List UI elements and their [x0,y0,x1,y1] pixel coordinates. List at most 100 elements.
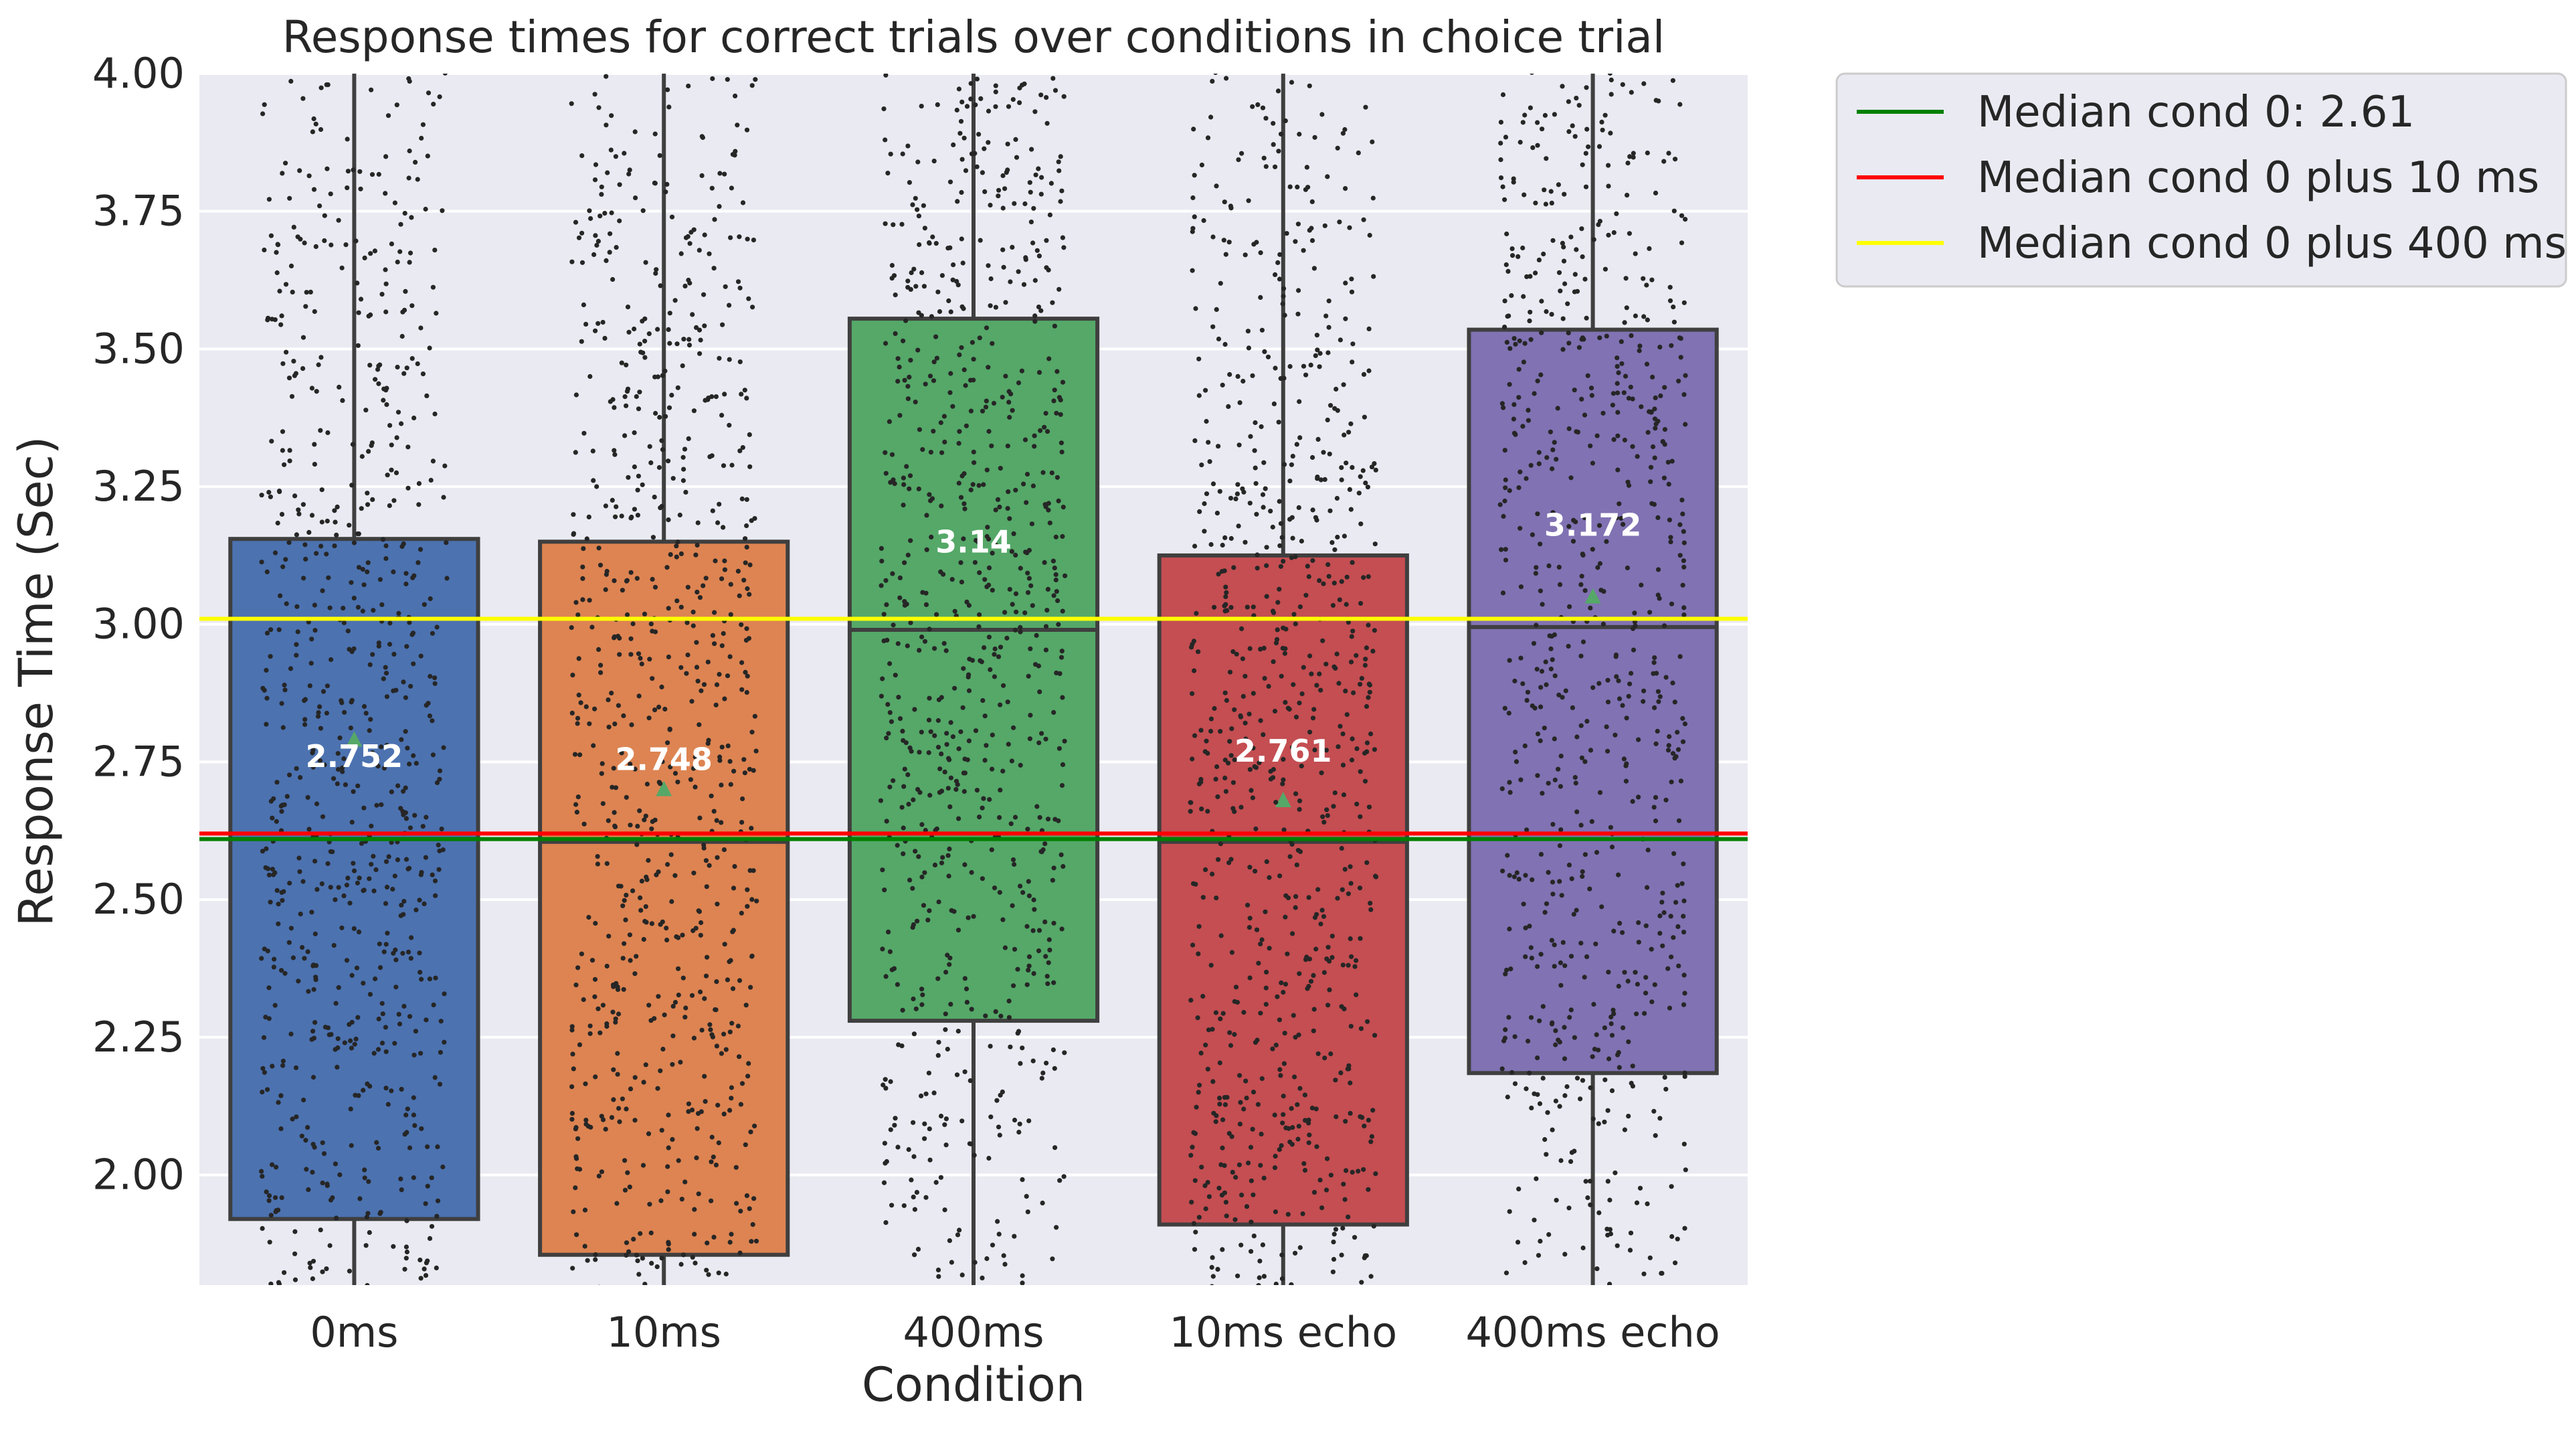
data-point [1605,1108,1611,1113]
data-point [908,538,913,543]
data-point [1538,738,1543,744]
data-point [676,993,681,998]
data-point [1276,420,1281,425]
data-point [1241,1009,1247,1015]
data-point [662,1012,667,1017]
data-point [731,768,737,774]
data-point [1020,1280,1025,1285]
data-point [1504,231,1509,237]
data-point [709,1032,715,1037]
data-point [962,756,968,762]
data-point [695,1126,700,1131]
data-point [1314,683,1319,688]
data-point [304,290,309,295]
data-point [1281,286,1287,291]
data-point [1682,1070,1687,1076]
data-point [402,1132,407,1137]
data-point [1006,742,1011,747]
data-point [713,1163,719,1168]
data-point [1326,574,1331,579]
data-point [939,450,945,455]
data-point [692,1207,697,1212]
data-point [709,1159,714,1165]
data-point [269,438,274,444]
data-point [676,1158,681,1163]
data-point [711,1234,717,1240]
data-point [1348,659,1354,665]
data-point [1647,1255,1653,1260]
data-point [1285,895,1291,901]
data-point [746,296,751,301]
data-point [442,991,447,997]
data-point [599,1169,605,1175]
data-point [324,710,329,716]
data-point [739,392,744,397]
data-point [576,692,581,697]
data-point [1364,703,1370,709]
data-point [977,612,982,618]
data-point [1018,566,1023,571]
data-point [1682,1074,1687,1079]
data-point [1028,220,1034,225]
data-point [1016,1029,1022,1034]
data-point [905,643,910,649]
data-point [672,770,678,776]
data-point [1591,1001,1596,1007]
data-point [1566,1205,1572,1211]
data-point [1205,135,1211,141]
data-point [1648,465,1654,470]
data-point [1604,539,1609,544]
data-point [1566,330,1571,335]
data-point [727,303,732,308]
data-point [1352,1235,1358,1240]
data-point [1366,368,1372,373]
data-point [1314,333,1319,338]
data-point [268,233,274,238]
data-point [1348,507,1354,512]
data-point [715,855,720,860]
data-point [1222,603,1227,608]
data-point [1318,687,1323,693]
data-point [722,696,727,701]
data-point [1682,991,1687,996]
data-point [361,888,366,894]
data-point [917,427,922,432]
data-point [309,910,314,915]
data-point [740,796,745,802]
data-point [742,770,747,776]
data-point [652,131,658,137]
data-point [1608,77,1614,83]
data-point [949,1260,954,1265]
data-point [434,311,439,316]
data-point [1220,382,1225,388]
data-point [901,738,906,743]
data-point [369,87,374,92]
data-point [1335,534,1340,540]
data-point [708,1027,713,1032]
data-point [899,222,905,227]
data-point [1537,1101,1543,1106]
data-point [1622,437,1627,443]
data-point [1596,1210,1602,1215]
data-point [980,698,986,703]
data-point [1673,754,1679,759]
data-point [405,444,411,450]
data-point [260,1090,265,1095]
data-point [1323,661,1329,667]
data-point [1625,979,1631,984]
data-point [612,448,617,453]
data-point [432,675,438,681]
data-point [1590,1054,1595,1060]
data-point [744,1193,749,1198]
data-point [887,710,893,715]
data-point [1285,1211,1291,1217]
data-point [959,1272,965,1278]
data-point [1677,522,1683,527]
data-point [1507,790,1513,795]
data-point [384,742,389,748]
data-point [1309,671,1314,677]
data-point [286,540,292,545]
data-point [1608,1014,1614,1020]
data-point [692,1232,697,1237]
data-point [280,803,285,808]
